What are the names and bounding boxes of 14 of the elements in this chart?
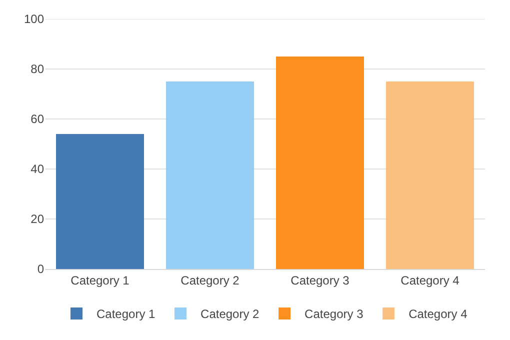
y-tick-label: 60 <box>30 112 44 126</box>
x-tick-label: Category 2 <box>180 273 240 288</box>
legend-label: Category 1 <box>96 307 156 322</box>
y-tick-label: 80 <box>30 62 44 76</box>
x-tick-label: Category 3 <box>290 273 350 288</box>
legend-label: Category 3 <box>304 307 364 322</box>
y-tick-label: 20 <box>30 212 44 226</box>
y-tick-label: 100 <box>24 12 44 26</box>
legend-label: Category 2 <box>200 307 260 322</box>
legend-label: Category 4 <box>408 307 468 322</box>
y-tick-label: 0 <box>37 262 44 276</box>
x-tick-label: Category 1 <box>70 273 130 288</box>
x-tick-label: Category 4 <box>400 273 460 288</box>
y-tick-label: 40 <box>30 162 44 176</box>
